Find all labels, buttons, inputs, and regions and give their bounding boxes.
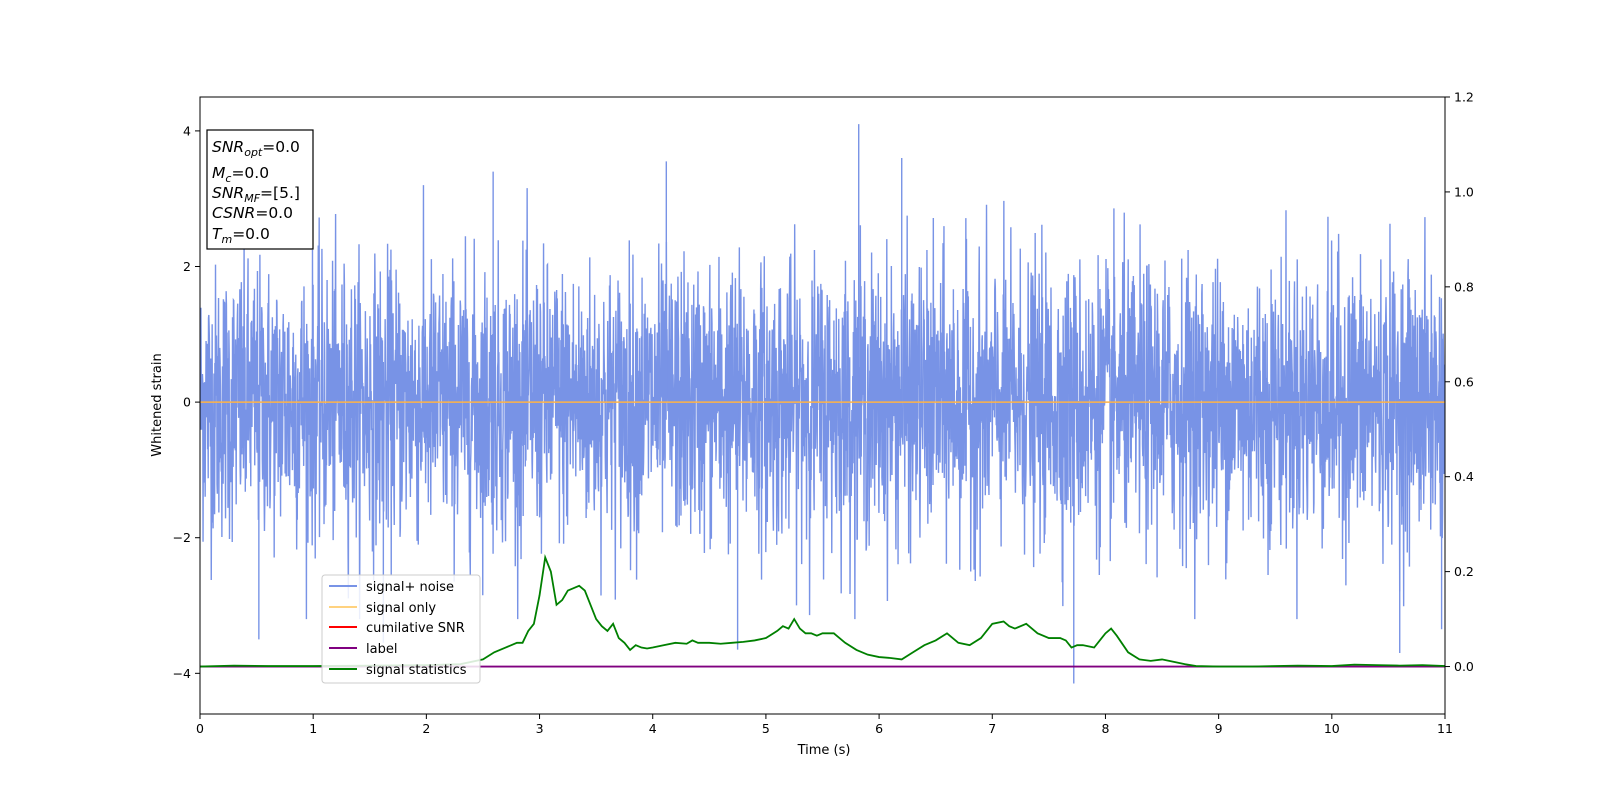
y-axis-label: Whitened strain bbox=[150, 353, 165, 456]
y-tick-label: −2 bbox=[173, 530, 191, 545]
info-box-frame bbox=[206, 129, 314, 250]
x-tick-label: 7 bbox=[988, 721, 996, 736]
y2-tick-label: 0.0 bbox=[1454, 659, 1474, 674]
y-tick-label: −4 bbox=[173, 666, 191, 681]
info-snr-mf: SNRMF=[5.] bbox=[212, 184, 300, 205]
x-tick-label: 5 bbox=[762, 721, 770, 736]
x-tick-label: 9 bbox=[1215, 721, 1223, 736]
x-tick-label: 4 bbox=[649, 721, 657, 736]
axes: 0 1 2 3 4 5 6 7 8 9 10 11 −4 −2 0 2 4 0.0 0.2 0.4 0.6 0.8 1.0 1… bbox=[173, 90, 1474, 737]
x-tick-label: 2 bbox=[422, 721, 430, 736]
x-tick-label: 11 bbox=[1437, 721, 1453, 736]
x-tick-label: 3 bbox=[536, 721, 544, 736]
x-tick-label: 0 bbox=[196, 721, 204, 736]
info-csnr: CSNR=0.0 bbox=[212, 204, 293, 222]
x-tick-label: 10 bbox=[1324, 721, 1340, 736]
y2-tick-label: 0.4 bbox=[1454, 469, 1474, 484]
legend-label-label: label bbox=[366, 642, 397, 657]
info-snr-opt: SNRopt=0.0 bbox=[212, 138, 300, 159]
legend-label-signal-statistics: signal statistics bbox=[366, 663, 467, 678]
axes-frame bbox=[199, 96, 1446, 715]
y-tick-label: 0 bbox=[183, 395, 191, 410]
legend: signal+ noise signal only cumilative SNR… bbox=[321, 574, 481, 684]
plot-area bbox=[200, 124, 1445, 684]
info-box: SNRopt=0.0 Mc=0.0 SNRMF=[5.] CSNR=0.0 Tm… bbox=[206, 129, 314, 250]
y2-tick-label: 0.2 bbox=[1454, 564, 1474, 579]
y-tick-label: 2 bbox=[183, 259, 191, 274]
y-tick-label: 4 bbox=[183, 123, 191, 138]
series-signal-noise bbox=[200, 185, 1445, 620]
legend-label-signal-only: signal only bbox=[366, 601, 436, 616]
series-signal-statistics bbox=[200, 553, 1445, 668]
x-tick-label: 1 bbox=[309, 721, 317, 736]
y2-tick-label: 0.6 bbox=[1454, 374, 1474, 389]
x-axis-label: Time (s) bbox=[797, 743, 851, 758]
y2-tick-label: 1.2 bbox=[1454, 90, 1474, 105]
x-tick-label: 8 bbox=[1101, 721, 1109, 736]
info-tm: Tm=0.0 bbox=[212, 225, 270, 246]
legend-label-signal-noise: signal+ noise bbox=[366, 580, 454, 595]
x-tick-label: 6 bbox=[875, 721, 883, 736]
legend-frame bbox=[321, 574, 481, 684]
y2-tick-label: 0.8 bbox=[1454, 279, 1474, 294]
series-group bbox=[200, 124, 1445, 684]
info-mc: Mc=0.0 bbox=[212, 164, 269, 185]
y2-tick-label: 1.0 bbox=[1454, 184, 1474, 199]
legend-label-cumulative-snr: cumilative SNR bbox=[366, 621, 465, 636]
